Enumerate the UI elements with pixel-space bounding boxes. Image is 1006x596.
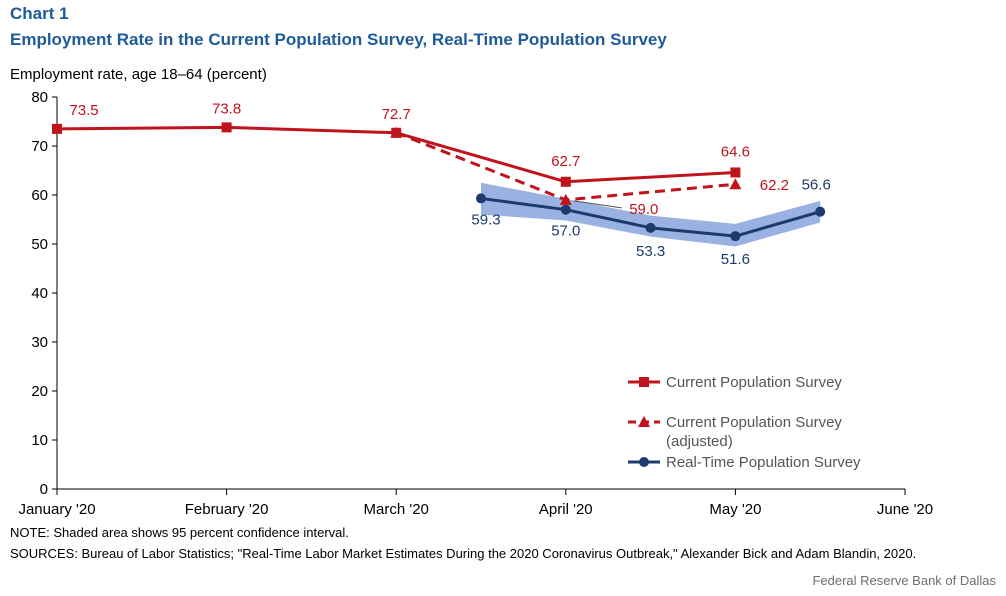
data-point-0 (52, 123, 62, 134)
series-markers (52, 122, 826, 242)
data-point-2 (476, 193, 486, 204)
data-point-2 (730, 231, 741, 242)
data-label: 59.0 (629, 201, 658, 218)
x-tick-label: January '20 (18, 501, 95, 518)
legend-swatch-marker-0 (639, 377, 649, 387)
x-tick-label: May '20 (709, 501, 761, 518)
y-tick-label: 50 (31, 236, 48, 253)
data-label: 56.6 (802, 177, 831, 194)
y-tick-label: 30 (31, 334, 48, 351)
data-point-2 (560, 204, 571, 215)
data-label: 64.6 (721, 143, 750, 160)
data-point-0 (560, 176, 571, 187)
data-label: 53.3 (636, 243, 665, 260)
x-tick-label: March '20 (364, 501, 429, 518)
data-point-2 (645, 222, 656, 233)
data-label: 72.7 (382, 106, 411, 123)
data-label: 57.0 (551, 223, 580, 240)
series-lines (56, 125, 821, 238)
legend: Current Population Survey Current Populat… (628, 374, 861, 471)
legend-entry-label: Current Population Survey (666, 374, 842, 391)
y-tick-label: 40 (31, 285, 48, 302)
confidence-band-layer (481, 182, 821, 247)
legend-entry-label: (adjusted) (666, 433, 733, 450)
legend-swatch-marker-1 (638, 416, 650, 427)
data-label: 73.5 (69, 102, 98, 119)
y-tick-label: 20 (31, 383, 48, 400)
data-label: 62.7 (551, 153, 580, 170)
y-tick-label: 70 (31, 138, 48, 155)
x-tick-label: June '20 (877, 501, 933, 518)
legend-entry-label: Real-Time Population Survey (666, 454, 861, 471)
chart-label: Chart 1 (10, 4, 69, 23)
legend-entry-label: Current Population Survey (666, 414, 842, 431)
y-tick-label: 10 (31, 432, 48, 449)
footnote-note: NOTE: Shaded area shows 95 percent confi… (10, 525, 349, 540)
label-leader-line (573, 200, 622, 209)
data-label: 59.3 (471, 211, 500, 228)
footnote-sources: SOURCES: Bureau of Labor Statistics; "Re… (10, 546, 917, 561)
data-point-1 (729, 178, 742, 190)
confidence-band (481, 182, 821, 247)
data-point-0 (221, 122, 232, 133)
x-tick-label: April '20 (539, 501, 593, 518)
source-credit: Federal Reserve Bank of Dallas (812, 573, 996, 588)
axes: 0 10 20 30 40 50 60 70 80 January '20 February '20… (18, 89, 933, 518)
data-point-1 (559, 193, 572, 205)
data-label: 73.8 (212, 100, 241, 117)
legend-swatch-marker-2 (639, 457, 649, 467)
chart-title: Employment Rate in the Current Populatio… (10, 30, 667, 49)
data-point-0 (730, 167, 741, 178)
data-point-1 (390, 126, 403, 138)
data-point-2 (815, 206, 826, 217)
x-tick-label: February '20 (185, 501, 269, 518)
y-tick-label: 0 (40, 481, 48, 498)
y-tick-label: 80 (31, 89, 48, 106)
data-label: 51.6 (721, 251, 750, 268)
y-tick-label: 60 (31, 187, 48, 204)
y-axis-label: Employment rate, age 18–64 (percent) (10, 66, 267, 83)
data-label: 62.2 (760, 177, 789, 194)
data-labels: 73.5 73.8 72.7 62.7 64.6 59.0 62.2 59.3 57.0 53.3… (69, 100, 830, 268)
